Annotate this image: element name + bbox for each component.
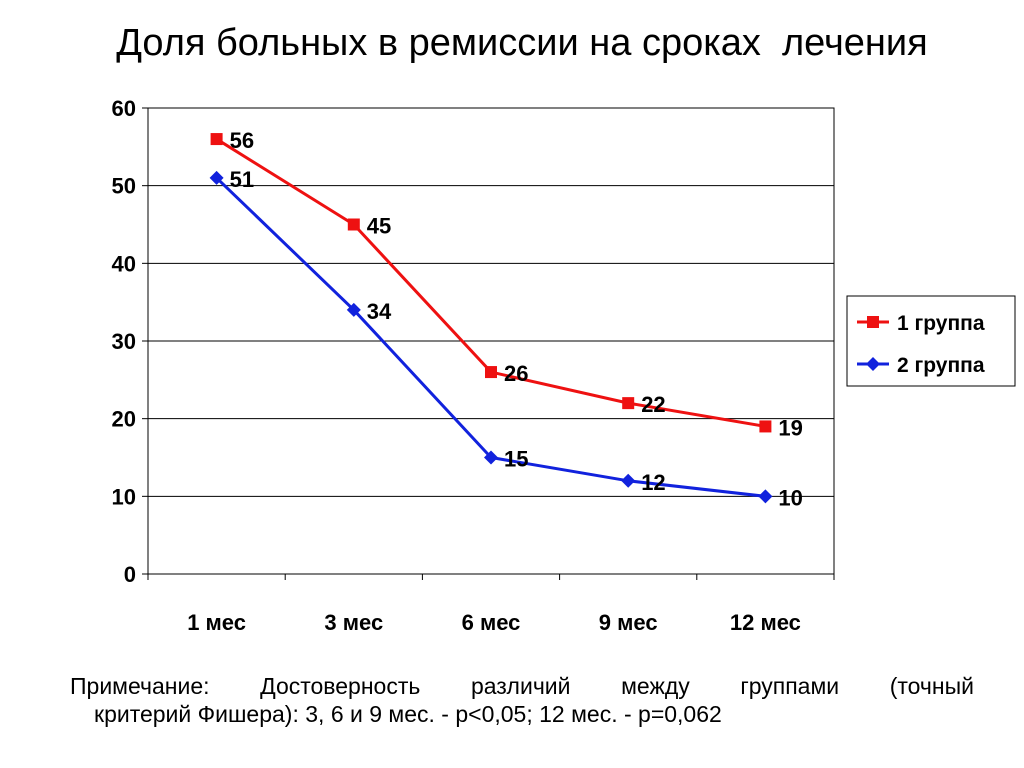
data-label: 10 (778, 485, 802, 510)
legend-entry: 2 группа (897, 354, 985, 377)
footnote-line-1: Примечание: Достоверность различий между… (70, 673, 974, 699)
y-tick-label: 20 (112, 407, 136, 432)
data-label: 51 (230, 167, 254, 192)
footnote: Примечание: Достоверность различий между… (70, 672, 974, 728)
marker-diamond (621, 473, 636, 488)
x-category-label: 9 мес (599, 610, 658, 635)
marker-square (622, 397, 635, 410)
data-labels: 56 45 26 22 19 51 34 15 12 10 (230, 128, 803, 510)
x-category-label: 6 мес (462, 610, 521, 635)
marker-diamond (758, 489, 773, 504)
marker-square (347, 218, 360, 231)
series-line (215, 176, 766, 498)
marker-square (867, 316, 879, 328)
data-label: 56 (230, 128, 254, 153)
data-label: 12 (641, 470, 665, 495)
x-category-label: 3 мес (324, 610, 383, 635)
axes: 0 10 20 30 40 50 60 1 мес 3 мес 6 мес 9 мес 12 мес (112, 96, 835, 635)
x-category-label: 1 мес (187, 610, 246, 635)
x-category-label: 12 мес (730, 610, 801, 635)
data-label: 15 (504, 447, 528, 472)
y-tick-label: 30 (112, 329, 136, 354)
marker-square (210, 133, 223, 146)
marker-square (485, 366, 497, 379)
series-2 (209, 170, 773, 504)
footnote-line-2: критерий Фишера): 3, 6 и 9 мес. - p<0,05… (94, 701, 722, 727)
data-label: 22 (641, 392, 665, 417)
marker-square (759, 420, 772, 433)
y-tick-label: 10 (112, 484, 136, 509)
data-label: 19 (778, 415, 802, 440)
legend-entry: 1 группа (897, 312, 985, 335)
y-tick-label: 0 (124, 562, 136, 587)
y-tick-label: 50 (112, 174, 136, 199)
marker-diamond (866, 357, 880, 371)
data-label: 34 (367, 299, 392, 324)
y-tick-label: 40 (112, 251, 136, 276)
grid-lines (148, 185, 834, 497)
marker-diamond (484, 450, 498, 465)
legend-box (846, 295, 1016, 387)
y-tick-label: 60 (112, 96, 136, 121)
marker-diamond (346, 302, 361, 317)
legend: 1 группа 2 группа (846, 295, 1016, 387)
series-line (215, 137, 766, 428)
series (209, 133, 773, 504)
data-label: 45 (367, 214, 391, 239)
chart-title: Доля больных в ремиссии на сроках лечени… (116, 22, 928, 64)
marker-diamond (209, 170, 224, 185)
data-label: 26 (504, 361, 528, 386)
series-1 (210, 133, 772, 433)
